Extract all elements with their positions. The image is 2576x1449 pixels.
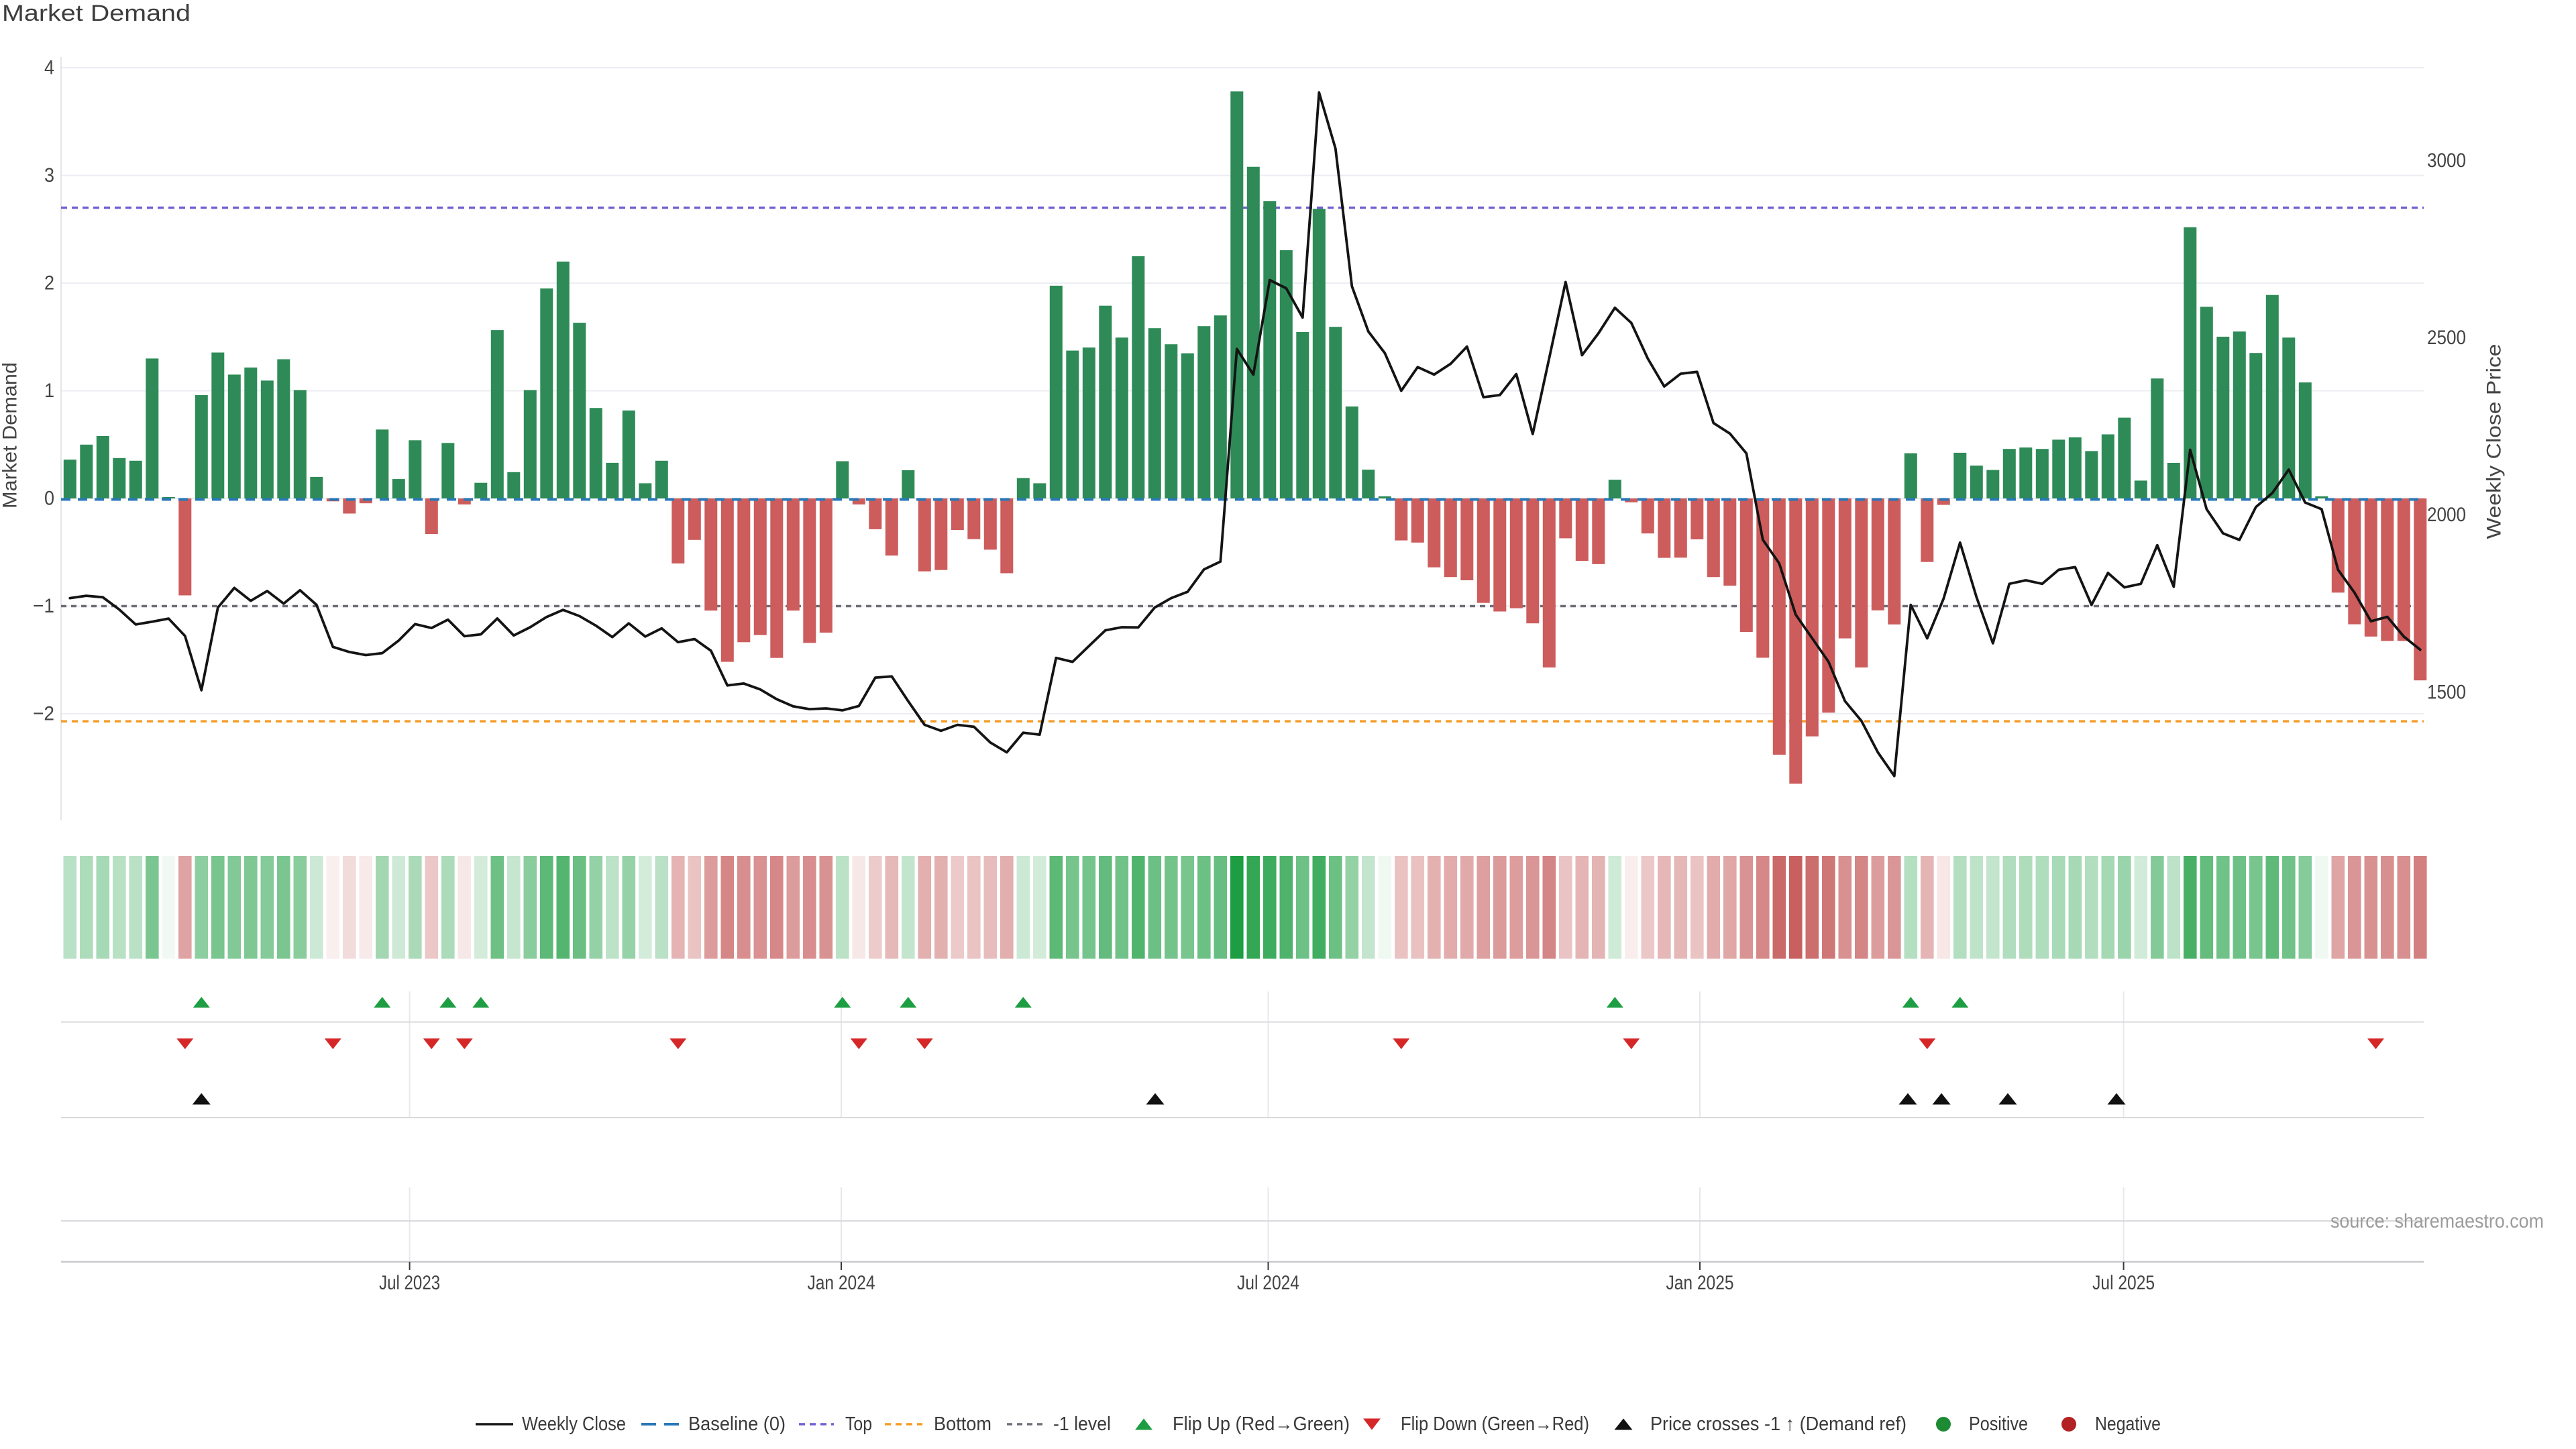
svg-text:Jul 2024: Jul 2024 [1237, 1272, 1299, 1294]
svg-text:-1 level: -1 level [1053, 1413, 1111, 1435]
svg-text:Jul 2023: Jul 2023 [379, 1272, 440, 1294]
svg-text:Weekly Close: Weekly Close [522, 1413, 626, 1435]
svg-text:2500: 2500 [2427, 327, 2466, 349]
svg-text:Bottom: Bottom [934, 1413, 991, 1435]
svg-text:−2: −2 [33, 703, 54, 725]
svg-text:Jul 2025: Jul 2025 [2092, 1272, 2155, 1294]
svg-text:3: 3 [44, 164, 54, 186]
svg-text:−1: −1 [33, 595, 54, 617]
svg-text:Market Demand: Market Demand [0, 362, 21, 508]
svg-text:4: 4 [44, 57, 54, 79]
svg-text:1500: 1500 [2427, 682, 2466, 704]
svg-text:Positive: Positive [1969, 1413, 2028, 1435]
svg-text:Flip Up (Red→Green): Flip Up (Red→Green) [1173, 1413, 1350, 1435]
svg-text:source: sharemaestro.com: source: sharemaestro.com [2330, 1210, 2544, 1232]
svg-text:Negative: Negative [2095, 1413, 2161, 1435]
svg-text:Price crosses -1 ↑ (Demand ref: Price crosses -1 ↑ (Demand ref) [1650, 1413, 1907, 1435]
svg-text:Top: Top [845, 1413, 872, 1435]
svg-text:Baseline (0): Baseline (0) [688, 1413, 786, 1435]
svg-text:Jan 2025: Jan 2025 [1666, 1272, 1734, 1294]
svg-text:Jan 2024: Jan 2024 [808, 1272, 875, 1294]
svg-text:2: 2 [44, 272, 54, 294]
svg-text:Market Demand: Market Demand [2, 1, 191, 26]
svg-text:1: 1 [44, 380, 54, 402]
svg-text:Weekly Close Price: Weekly Close Price [2483, 344, 2506, 539]
svg-text:Flip Down (Green→Red): Flip Down (Green→Red) [1401, 1413, 1589, 1435]
svg-text:3000: 3000 [2427, 150, 2466, 172]
svg-text:0: 0 [44, 488, 54, 510]
svg-text:2000: 2000 [2427, 504, 2466, 526]
